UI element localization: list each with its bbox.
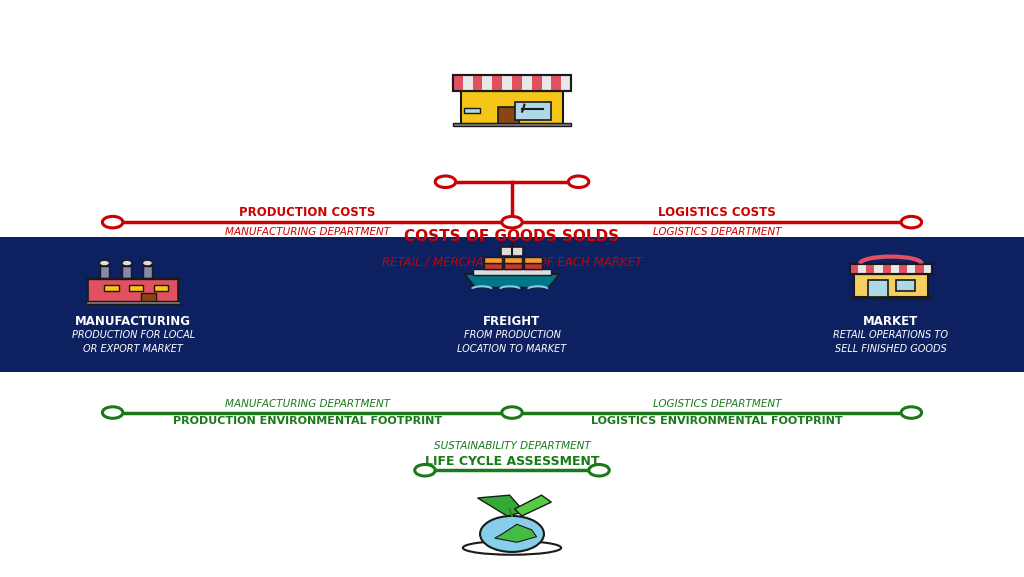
FancyBboxPatch shape	[484, 263, 502, 269]
FancyBboxPatch shape	[453, 74, 463, 91]
FancyBboxPatch shape	[899, 264, 907, 273]
FancyBboxPatch shape	[122, 265, 131, 278]
Circle shape	[122, 260, 132, 266]
Circle shape	[99, 260, 110, 266]
Text: MANUFACTURING DEPARTMENT: MANUFACTURING DEPARTMENT	[224, 227, 390, 237]
FancyBboxPatch shape	[506, 74, 517, 76]
FancyBboxPatch shape	[86, 301, 180, 304]
FancyBboxPatch shape	[453, 74, 571, 91]
FancyBboxPatch shape	[504, 263, 522, 269]
Text: LOGISTICS COSTS: LOGISTICS COSTS	[658, 206, 775, 219]
Text: LOGISTICS ENVIRONMENTAL FOOTPRINT: LOGISTICS ENVIRONMENTAL FOOTPRINT	[591, 416, 843, 426]
Circle shape	[502, 216, 522, 228]
Circle shape	[901, 407, 922, 418]
Polygon shape	[477, 495, 524, 516]
Polygon shape	[495, 524, 537, 542]
FancyBboxPatch shape	[484, 257, 502, 263]
FancyBboxPatch shape	[493, 74, 502, 91]
FancyBboxPatch shape	[472, 74, 482, 91]
FancyBboxPatch shape	[850, 264, 858, 273]
Text: FREIGHT: FREIGHT	[483, 315, 541, 328]
FancyBboxPatch shape	[473, 269, 551, 275]
Text: FROM PRODUCTION
LOCATION TO MARKET: FROM PRODUCTION LOCATION TO MARKET	[458, 329, 566, 354]
Polygon shape	[514, 495, 551, 516]
FancyBboxPatch shape	[523, 257, 542, 263]
FancyBboxPatch shape	[531, 74, 542, 91]
Circle shape	[901, 216, 922, 228]
Text: PRODUCTION FOR LOCAL
OR EXPORT MARKET: PRODUCTION FOR LOCAL OR EXPORT MARKET	[72, 329, 195, 354]
FancyBboxPatch shape	[515, 102, 551, 119]
Text: PRODUCTION ENVIRONMENTAL FOOTPRINT: PRODUCTION ENVIRONMENTAL FOOTPRINT	[173, 416, 441, 426]
Text: COSTS OF GOODS SOLDS: COSTS OF GOODS SOLDS	[404, 229, 620, 244]
FancyBboxPatch shape	[104, 284, 119, 291]
Text: SUSTAINABILITY DEPARTMENT: SUSTAINABILITY DEPARTMENT	[433, 441, 591, 451]
FancyBboxPatch shape	[866, 264, 874, 273]
FancyBboxPatch shape	[850, 264, 932, 273]
Circle shape	[568, 176, 589, 188]
FancyBboxPatch shape	[453, 123, 571, 126]
Polygon shape	[465, 274, 559, 287]
Text: MANUFACTURING DEPARTMENT: MANUFACTURING DEPARTMENT	[224, 399, 390, 409]
FancyBboxPatch shape	[461, 91, 563, 125]
FancyBboxPatch shape	[88, 279, 178, 302]
Text: MARKET: MARKET	[863, 315, 919, 328]
Text: LOGISTICS DEPARTMENT: LOGISTICS DEPARTMENT	[652, 399, 781, 409]
FancyBboxPatch shape	[883, 264, 891, 273]
FancyBboxPatch shape	[868, 280, 888, 297]
Circle shape	[102, 407, 123, 418]
FancyBboxPatch shape	[498, 107, 519, 125]
Circle shape	[502, 407, 522, 418]
FancyBboxPatch shape	[464, 107, 480, 113]
FancyBboxPatch shape	[129, 284, 143, 291]
FancyBboxPatch shape	[141, 293, 156, 302]
FancyBboxPatch shape	[142, 265, 152, 278]
FancyBboxPatch shape	[523, 263, 542, 269]
FancyBboxPatch shape	[154, 284, 168, 291]
Text: LIFE CYCLE ASSESSMENT: LIFE CYCLE ASSESSMENT	[425, 455, 599, 469]
Circle shape	[142, 260, 153, 266]
Text: LOGISTICS DEPARTMENT: LOGISTICS DEPARTMENT	[652, 227, 781, 237]
FancyBboxPatch shape	[86, 278, 180, 279]
Text: PRODUCTION COSTS: PRODUCTION COSTS	[239, 206, 376, 219]
FancyBboxPatch shape	[551, 74, 561, 91]
FancyBboxPatch shape	[512, 74, 522, 91]
Text: RETAIL / MERCHANDISING OF EACH MARKET: RETAIL / MERCHANDISING OF EACH MARKET	[382, 256, 642, 269]
FancyBboxPatch shape	[502, 247, 522, 256]
Circle shape	[589, 464, 609, 476]
Circle shape	[435, 176, 456, 188]
Circle shape	[415, 464, 435, 476]
Circle shape	[480, 516, 544, 552]
FancyBboxPatch shape	[854, 274, 928, 297]
FancyBboxPatch shape	[850, 297, 932, 298]
FancyBboxPatch shape	[0, 237, 1024, 372]
FancyBboxPatch shape	[896, 280, 915, 291]
Circle shape	[102, 216, 123, 228]
Text: MANUFACTURING: MANUFACTURING	[75, 315, 191, 328]
FancyBboxPatch shape	[504, 257, 522, 263]
Text: RETAIL OPERATIONS TO
SELL FINISHED GOODS: RETAIL OPERATIONS TO SELL FINISHED GOODS	[834, 329, 948, 354]
FancyBboxPatch shape	[915, 264, 924, 273]
FancyBboxPatch shape	[99, 265, 109, 278]
